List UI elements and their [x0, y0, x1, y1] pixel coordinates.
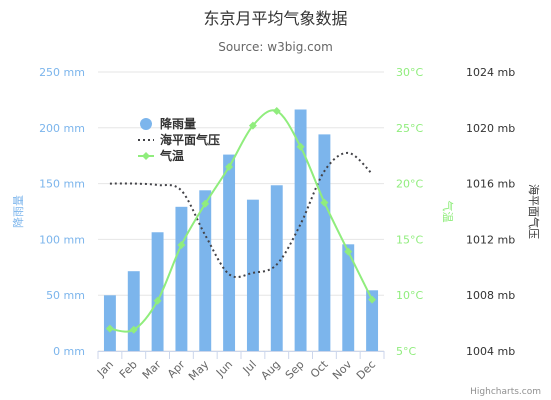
- legend-pressure-label: 海平面气压: [160, 132, 220, 147]
- pressure-tick-label: 1024 mb: [466, 66, 515, 79]
- temperature-point: [272, 107, 281, 116]
- rainfall-bar: [246, 199, 259, 351]
- rainfall-bar: [175, 206, 188, 351]
- x-tick-label: Dec: [354, 358, 378, 382]
- x-tick-label: Jul: [240, 358, 259, 377]
- temperature-point: [344, 247, 353, 256]
- x-tick-label: Nov: [330, 358, 355, 383]
- x-tick-label: Jan: [94, 358, 116, 380]
- rainfall-bar: [270, 185, 283, 351]
- temperature-point: [105, 324, 114, 333]
- temperature-tick-label: 25°C: [396, 122, 423, 135]
- temperature-point: [153, 296, 162, 305]
- temperature-tick-label: 30°C: [396, 66, 423, 79]
- legend-rainfall-label: 降雨量: [160, 116, 196, 131]
- rainfall-tick-label: 0 mm: [53, 345, 85, 358]
- pressure-tick-label: 1020 mb: [466, 122, 515, 135]
- temperature-tick-label: 5°C: [396, 345, 416, 358]
- temperature-line: [109, 109, 373, 333]
- rainfall-tick-label: 250 mm: [39, 66, 85, 79]
- pressure-tick-label: 1016 mb: [466, 178, 515, 191]
- temperature-point: [296, 142, 305, 151]
- temperature-axis-title: 气温: [441, 201, 455, 223]
- pressure-line: [109, 151, 373, 279]
- temperature-point: [320, 198, 329, 207]
- rainfall-tick-label: 100 mm: [39, 233, 85, 246]
- temperature-tick-label: 10°C: [396, 289, 423, 302]
- rainfall-tick-label: 200 mm: [39, 122, 85, 135]
- x-tick-label: Feb: [117, 358, 140, 381]
- rainfall-bar: [199, 190, 212, 351]
- pressure-axis-title: 海平面气压: [527, 184, 541, 239]
- rainfall-bar: [151, 232, 164, 351]
- rainfall-bar: [342, 244, 355, 351]
- pressure-tick-label: 1004 mb: [466, 345, 515, 358]
- rainfall-tick-label: 50 mm: [46, 289, 85, 302]
- rainfall-bar: [103, 295, 116, 351]
- temperature-point: [248, 121, 257, 130]
- x-tick-label: Sep: [283, 358, 307, 382]
- legend-rainfall-symbol: [140, 118, 152, 130]
- chart-subtitle: Source: w3big.com: [218, 40, 333, 54]
- temperature-tick-label: 15°C: [396, 233, 423, 246]
- rainfall-bar: [223, 154, 236, 351]
- temperature-point: [129, 325, 138, 334]
- x-tick-label: Apr: [165, 358, 188, 381]
- x-tick-label: Aug: [258, 358, 282, 382]
- rainfall-bar: [294, 109, 307, 352]
- temperature-point: [368, 295, 377, 304]
- x-tick-label: Jun: [213, 358, 235, 380]
- rainfall-tick-label: 150 mm: [39, 178, 85, 191]
- rainfall-axis-title: 降雨量: [11, 195, 25, 228]
- pressure-tick-label: 1008 mb: [466, 289, 515, 302]
- legend-temperature-symbol: [142, 152, 150, 160]
- credits-link: Highcharts.com: [470, 387, 541, 397]
- rainfall-bar: [318, 134, 331, 351]
- temperature-point: [177, 240, 186, 249]
- x-tick-label: May: [186, 358, 212, 384]
- pressure-tick-label: 1012 mb: [466, 233, 515, 246]
- temperature-point: [201, 199, 210, 208]
- chart-title: 东京月平均气象数据: [203, 9, 347, 28]
- legend-temperature-label: 气温: [159, 148, 184, 163]
- x-tick-label: Oct: [308, 357, 331, 380]
- x-tick-label: Mar: [140, 358, 164, 382]
- rainfall-bar: [366, 290, 379, 351]
- temperature-tick-label: 20°C: [396, 178, 423, 191]
- rainfall-bar: [127, 271, 140, 351]
- temperature-point: [225, 162, 234, 171]
